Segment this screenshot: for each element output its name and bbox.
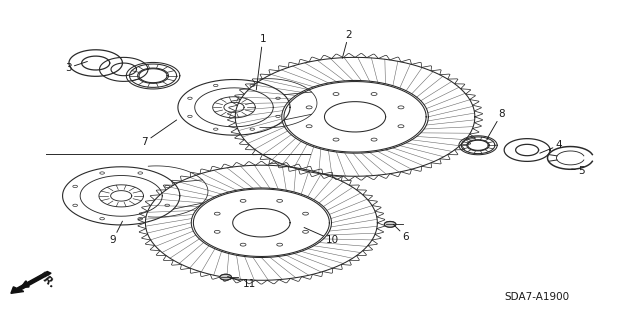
Text: 2: 2 (342, 30, 352, 58)
Text: 3: 3 (65, 62, 88, 73)
Circle shape (220, 274, 232, 280)
Text: 6: 6 (394, 224, 410, 242)
Text: 5: 5 (572, 166, 584, 175)
Text: 4: 4 (540, 140, 563, 153)
Text: 9: 9 (109, 221, 122, 245)
Text: 8: 8 (487, 109, 505, 139)
Text: 11: 11 (228, 277, 257, 289)
Text: 10: 10 (304, 227, 339, 245)
Circle shape (385, 221, 396, 227)
Text: FR.: FR. (36, 270, 58, 291)
Text: SDA7-A1900: SDA7-A1900 (504, 292, 569, 302)
Text: 1: 1 (256, 34, 266, 90)
FancyArrow shape (11, 271, 51, 293)
Text: 7: 7 (141, 120, 177, 147)
